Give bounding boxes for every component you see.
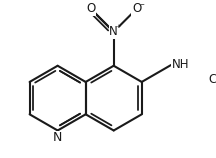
Text: O: O	[132, 2, 141, 15]
Text: O: O	[86, 2, 95, 15]
Text: $^-$: $^-$	[138, 1, 146, 10]
Text: N: N	[53, 131, 62, 144]
Text: CH$_3$: CH$_3$	[208, 73, 216, 88]
Text: $^+$: $^+$	[114, 24, 122, 33]
Text: N: N	[109, 25, 118, 38]
Text: NH: NH	[172, 58, 190, 71]
